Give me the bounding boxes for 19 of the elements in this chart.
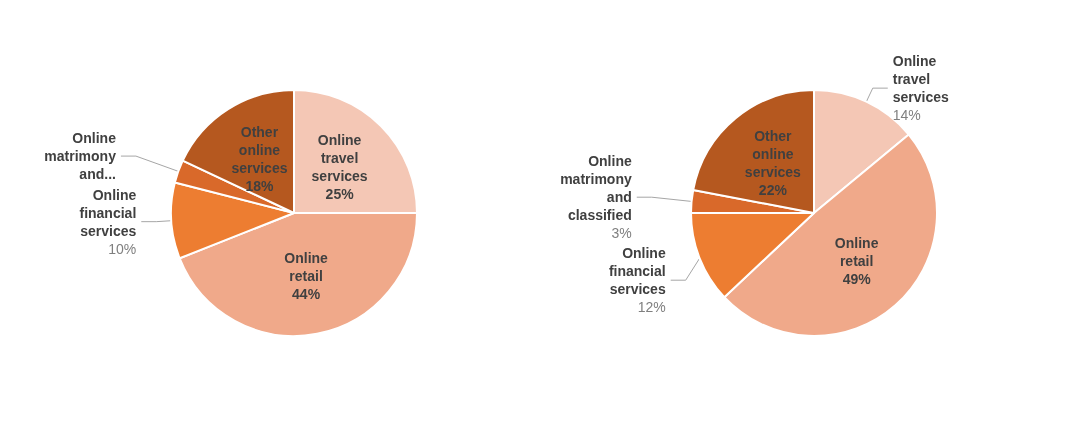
slice-label: Online financial services — [79, 186, 137, 239]
slice-label: Online retail — [284, 250, 329, 285]
data-label: 14% — [892, 107, 921, 124]
data-label: 25% — [325, 186, 355, 203]
data-label: 18% — [245, 177, 274, 194]
slice-label: Online travel services — [311, 132, 368, 185]
data-label: 10% — [108, 240, 137, 257]
slice-label: Online matrimony and... — [44, 130, 117, 183]
slice-label: Online matrimony and classified — [560, 153, 632, 224]
slice-label: Other online services — [744, 128, 802, 181]
slice-label: Online financial services — [608, 245, 666, 298]
data-label: 44% — [292, 286, 321, 303]
data-label: 49% — [842, 271, 872, 288]
slice-label: Online travel services — [892, 53, 950, 106]
slice-label: Other online services — [231, 123, 288, 176]
data-label: 3% — [611, 225, 632, 242]
slice-label: Online retail — [834, 235, 879, 270]
data-label: 22% — [758, 182, 788, 199]
data-label: 12% — [637, 299, 666, 316]
